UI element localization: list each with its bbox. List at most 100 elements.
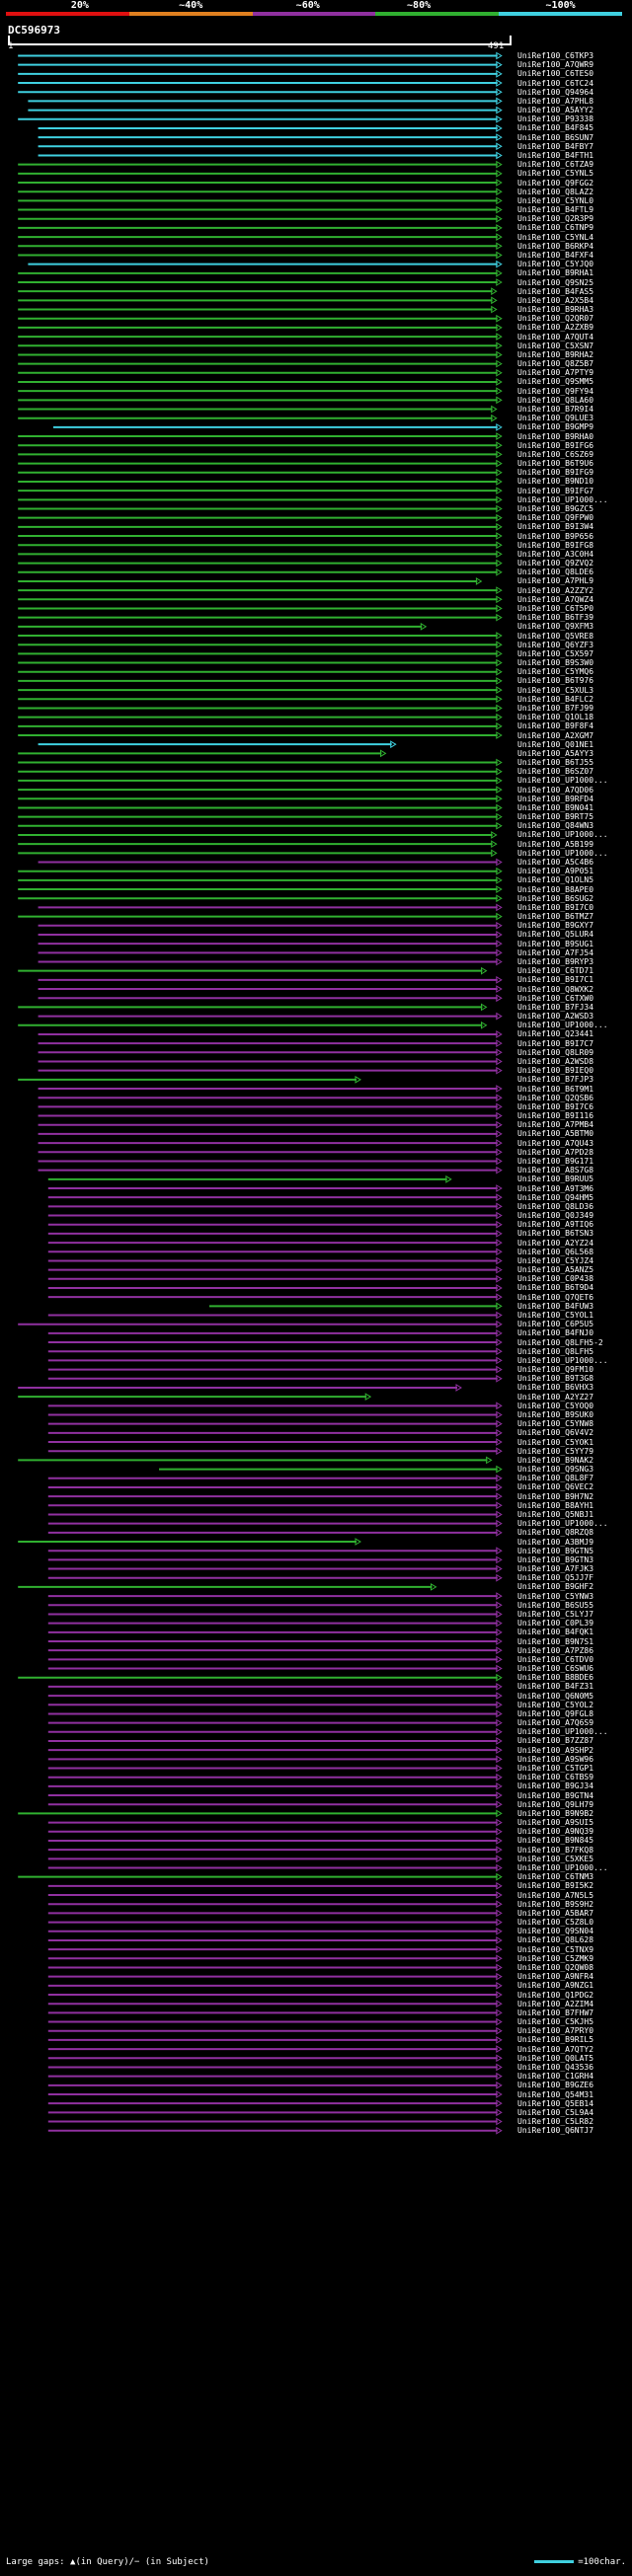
hit-label[interactable]: UniRef100_A7PMB4 [517,1120,594,1130]
hit-label[interactable]: UniRef100_B9I7C6 [517,1101,594,1111]
hit-label[interactable]: UniRef100_A9TIQ6 [517,1220,594,1230]
hit-label[interactable]: UniRef100_Q8LFH5 [517,1346,594,1356]
hit-label[interactable]: UniRef100_B9S3W0 [517,658,594,668]
hit-label[interactable]: UniRef100_A9SW96 [517,1754,594,1764]
hit-label[interactable]: UniRef100_Q94HM5 [517,1192,594,1202]
hit-label[interactable]: UniRef100_C5XUL3 [517,685,594,695]
hit-label[interactable]: UniRef100_Q6NTJ7 [517,2126,594,2136]
hit-label[interactable]: UniRef100_Q9FPW0 [517,513,594,523]
hit-label[interactable]: UniRef100_C6TXW0 [517,993,594,1003]
hit-label[interactable]: UniRef100_Q9FY94 [517,386,594,396]
hit-label[interactable]: UniRef100_B9RHA2 [517,349,594,359]
hit-label[interactable]: UniRef100_B4FTH1 [517,150,594,160]
hit-label[interactable]: UniRef100_B9RFD4 [517,794,594,803]
hit-label[interactable]: UniRef100_Q9LUE3 [517,414,594,423]
hit-label[interactable]: UniRef100_B9T3G8 [517,1374,594,1384]
hit-label[interactable]: UniRef100_A9SUI5 [517,1818,594,1828]
hit-label[interactable]: UniRef100_B4FUW3 [517,1301,594,1311]
hit-label[interactable]: UniRef100_C6TNM3 [517,1872,594,1882]
hit-label[interactable]: UniRef100_A5C4B6 [517,858,594,868]
hit-label[interactable]: UniRef100_B9S9H2 [517,1899,594,1909]
hit-label[interactable]: UniRef100_B6T9M1 [517,1084,594,1094]
hit-label[interactable]: UniRef100_C0PL39 [517,1619,594,1629]
hit-label[interactable]: UniRef100_B6TJ55 [517,758,594,768]
hit-label[interactable]: UniRef100_UP1000... [517,1519,608,1529]
hit-label[interactable]: UniRef100_Q5VRE8 [517,631,594,641]
hit-label[interactable]: UniRef100_A7PHL8 [517,96,594,106]
hit-label[interactable]: UniRef100_B6TF39 [517,613,594,623]
hit-label[interactable]: UniRef100_B6T9U6 [517,459,594,469]
hit-label[interactable]: UniRef100_B8AYH1 [517,1500,594,1510]
hit-label[interactable]: UniRef100_A3BMJ9 [517,1537,594,1547]
hit-label[interactable]: UniRef100_A2XGM7 [517,730,594,740]
hit-label[interactable]: UniRef100_A2ZIM4 [517,1999,594,2008]
hit-label[interactable]: UniRef100_A9NQ39 [517,1827,594,1837]
hit-label[interactable]: UniRef100_Q6VEC2 [517,1482,594,1492]
hit-label[interactable]: UniRef100_A2X5B4 [517,295,594,305]
hit-label[interactable]: UniRef100_Q9XFM3 [517,622,594,632]
hit-label[interactable]: UniRef100_C5YNL4 [517,232,594,242]
hit-label[interactable]: UniRef100_B4FQK1 [517,1628,594,1637]
hit-label[interactable]: UniRef100_A5BAR7 [517,1908,594,1918]
hit-label[interactable]: UniRef100_B6SZ07 [517,767,594,777]
hit-label[interactable]: UniRef100_C1GRH4 [517,2072,594,2082]
hit-label[interactable]: UniRef100_C5L9A4 [517,2107,594,2117]
hit-label[interactable]: UniRef100_A9SHP2 [517,1745,594,1755]
hit-label[interactable]: UniRef100_UP1000... [517,1727,608,1737]
hit-label[interactable]: UniRef100_B7FKQ8 [517,1845,594,1855]
hit-label[interactable]: UniRef100_Q7QET6 [517,1292,594,1302]
hit-label[interactable]: UniRef100_Q9FM10 [517,1365,594,1375]
hit-label[interactable]: UniRef100_B7FJ34 [517,1002,594,1012]
hit-label[interactable]: UniRef100_A2YZ27 [517,1392,594,1402]
hit-label[interactable]: UniRef100_Q5EB14 [517,2098,594,2108]
hit-label[interactable]: UniRef100_A2WSD3 [517,1012,594,1022]
hit-label[interactable]: UniRef100_A9T3M6 [517,1183,594,1193]
hit-label[interactable]: UniRef100_B9N845 [517,1836,594,1846]
hit-label[interactable]: UniRef100_B9IFG9 [517,468,594,478]
hit-label[interactable]: UniRef100_Q2QSB6 [517,1093,594,1102]
hit-label[interactable]: UniRef100_B6SUG2 [517,893,594,903]
hit-label[interactable]: UniRef100_B6TMZ7 [517,912,594,922]
hit-label[interactable]: UniRef100_A5AYY2 [517,106,594,115]
hit-label[interactable]: UniRef100_C5YOL2 [517,1700,594,1709]
hit-label[interactable]: UniRef100_UP1000... [517,1863,608,1872]
hit-label[interactable]: UniRef100_B9SUK0 [517,1410,594,1419]
hit-label[interactable]: UniRef100_B8APE0 [517,884,594,894]
hit-label[interactable]: UniRef100_B4FNJ0 [517,1328,594,1338]
hit-label[interactable]: UniRef100_Q8L8F7 [517,1474,594,1483]
hit-label[interactable]: UniRef100_C6TNP9 [517,223,594,233]
hit-label[interactable]: UniRef100_B9RHA3 [517,305,594,315]
hit-label[interactable]: UniRef100_A7QU43 [517,1138,594,1148]
hit-label[interactable]: UniRef100_B4FTL9 [517,205,594,215]
hit-label[interactable]: UniRef100_Q2R3P9 [517,214,594,224]
hit-label[interactable]: UniRef100_Q1PDG2 [517,1990,594,2000]
hit-label[interactable]: UniRef100_C6TBS9 [517,1773,594,1782]
hit-label[interactable]: UniRef100_B9H7N2 [517,1491,594,1501]
hit-label[interactable]: UniRef100_A5BTM0 [517,1129,594,1139]
hit-label[interactable]: UniRef100_C6SWU6 [517,1664,594,1674]
hit-label[interactable]: UniRef100_B9GJ34 [517,1781,594,1791]
hit-label[interactable]: UniRef100_B9I5K2 [517,1881,594,1891]
hit-label[interactable]: UniRef100_Q5JJ7F [517,1573,594,1583]
hit-label[interactable]: UniRef100_C6TDV0 [517,1654,594,1664]
hit-label[interactable]: UniRef100_C5YNW8 [517,1419,594,1429]
hit-label[interactable]: UniRef100_Q9LH79 [517,1799,594,1809]
hit-label[interactable]: UniRef100_C5YJZ4 [517,1255,594,1265]
hit-label[interactable]: UniRef100_B9GTN5 [517,1546,594,1555]
hit-label[interactable]: UniRef100_B6SUN7 [517,132,594,142]
hit-label[interactable]: UniRef100_Q8L628 [517,1935,594,1945]
hit-label[interactable]: UniRef100_B9N7S1 [517,1636,594,1646]
hit-label[interactable]: UniRef100_B6T9D4 [517,1283,594,1293]
hit-label[interactable]: UniRef100_Q9SN25 [517,277,594,287]
hit-label[interactable]: UniRef100_Q9FGG2 [517,178,594,188]
hit-label[interactable]: UniRef100_B6SU55 [517,1600,594,1610]
hit-label[interactable]: UniRef100_B9IEQ0 [517,1066,594,1076]
hit-label[interactable]: UniRef100_B9IFG8 [517,540,594,550]
hit-label[interactable]: UniRef100_C5YNW3 [517,1591,594,1601]
hit-label[interactable]: UniRef100_Q6YZF3 [517,640,594,649]
hit-label[interactable]: UniRef100_B4FLC2 [517,694,594,704]
hit-label[interactable]: UniRef100_C5YOQ0 [517,1401,594,1410]
hit-label[interactable]: UniRef100_C0P438 [517,1274,594,1284]
hit-label[interactable]: UniRef100_C5XKE5 [517,1854,594,1863]
hit-label[interactable]: UniRef100_C5YNL0 [517,195,594,205]
